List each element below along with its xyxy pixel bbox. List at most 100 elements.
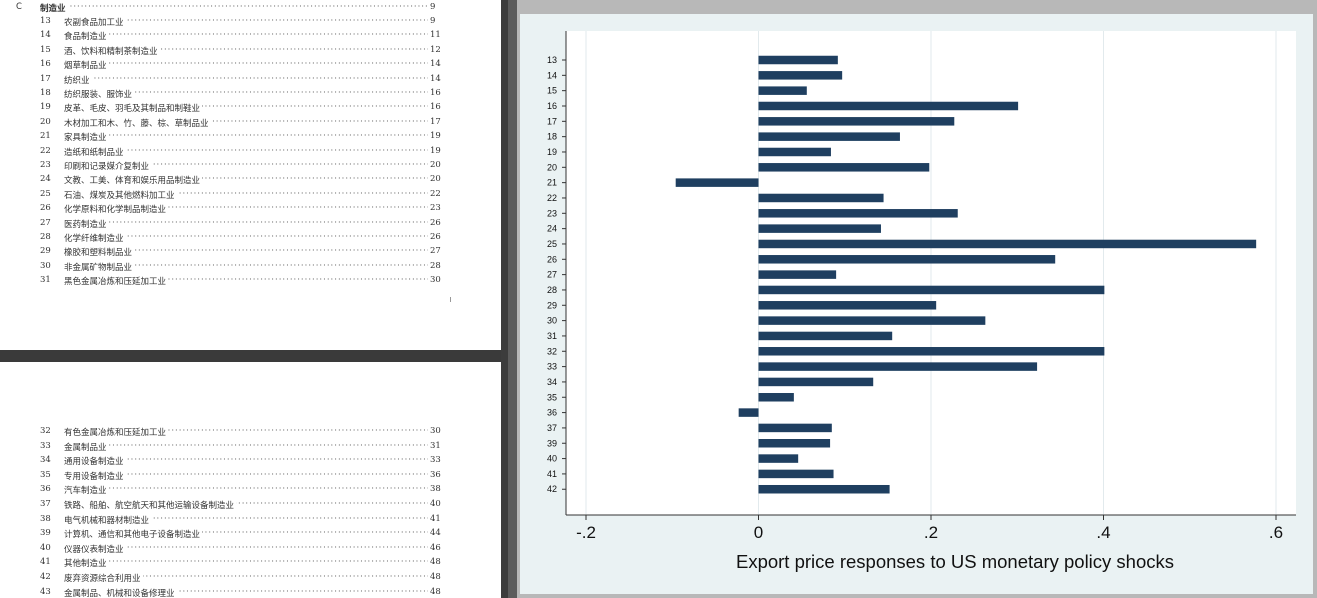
toc-row[interactable]: 33 ······································… (0, 440, 501, 455)
bar-30 (758, 316, 986, 325)
toc-row[interactable]: 39 ······································… (0, 528, 501, 542)
toc-code: 39 (40, 528, 51, 539)
bar-27 (758, 270, 837, 279)
toc-name: 化学原料和化学制品制造业 (64, 203, 169, 216)
toc-row[interactable]: 42 ······································… (0, 572, 501, 586)
toc-leader-dots: ········································… (40, 2, 435, 12)
toc-name: 非金属矿物制品业 (64, 260, 135, 273)
toc-page-number: 20 (428, 174, 441, 185)
bar-21 (675, 178, 759, 187)
toc-code: 34 (40, 455, 51, 466)
toc-name: 电气机械和器材制造业 (64, 513, 152, 526)
toc-leader-dots: ········································… (64, 217, 435, 228)
toc-row[interactable]: 23 ······································… (0, 160, 501, 174)
toc-page-number: 14 (428, 73, 441, 84)
toc-row[interactable]: 13 ······································… (0, 16, 501, 30)
bar-22 (758, 193, 884, 203)
toc-name: 黑色金属冶炼和压延加工业 (64, 275, 169, 288)
toc-leader-dots: ········································… (64, 426, 435, 436)
toc-page-number: 40 (428, 499, 441, 509)
toc-code: 35 (40, 469, 51, 480)
toc-row[interactable]: 17 ······································… (0, 73, 501, 88)
bar-19 (758, 147, 831, 157)
toc-row[interactable]: 14 ······································… (0, 30, 501, 44)
toc-name: 酒、饮料和精制茶制造业 (64, 44, 160, 57)
toc-code: 14 (40, 30, 51, 41)
toc-name: 金属制品、机械和设备修理业 (64, 586, 177, 598)
toc-row[interactable]: 16 ······································… (0, 59, 501, 73)
bar-34 (758, 377, 874, 387)
toc-row[interactable]: 22 ······································… (0, 145, 501, 160)
toc-row[interactable]: 38 ······································… (0, 513, 501, 528)
toc-leader-dots: ········································… (64, 542, 435, 553)
toc-page-number: 17 (428, 116, 441, 127)
toc-page-number: 16 (428, 88, 441, 98)
y-tick-label: 33 (547, 362, 557, 372)
toc-row[interactable]: 19 ······································… (0, 102, 501, 116)
bar-37 (758, 423, 832, 433)
toc-name: 食品制造业 (64, 30, 109, 43)
toc-row[interactable]: 36 ······································… (0, 484, 501, 498)
toc-code: 17 (40, 73, 51, 84)
toc-code: 41 (40, 557, 51, 568)
y-tick-label: 16 (547, 101, 557, 111)
toc-page-number: 41 (428, 513, 441, 524)
toc-code: 42 (40, 572, 51, 582)
toc-leader-dots: ········································… (64, 246, 435, 257)
y-tick-label: 29 (547, 300, 557, 310)
toc-page-number: 9 (428, 16, 436, 26)
toc-code: 29 (40, 246, 51, 257)
toc-page-number: 20 (428, 160, 441, 170)
toc-code: 30 (40, 260, 51, 271)
y-tick-label: 21 (547, 178, 557, 188)
y-tick-label: 28 (547, 285, 557, 295)
y-tick-label: 37 (547, 423, 557, 433)
toc-row[interactable]: 24 ······································… (0, 174, 501, 188)
toc-row[interactable]: 30 ······································… (0, 260, 501, 275)
toc-row[interactable]: 15 ······································… (0, 44, 501, 59)
toc-row[interactable]: 34 ······································… (0, 455, 501, 469)
toc-row[interactable]: 20 ······································… (0, 116, 501, 131)
toc-row[interactable]: 28 ······································… (0, 232, 501, 246)
toc-leader-dots: ········································… (64, 44, 435, 55)
toc-page-number: 28 (428, 260, 441, 271)
toc-name: 医药制造业 (64, 217, 109, 230)
toc-row[interactable]: 37 ······································… (0, 499, 501, 513)
toc-row[interactable]: 31 ······································… (0, 275, 501, 289)
toc-row[interactable]: 21 ······································… (0, 131, 501, 145)
y-tick-label: 27 (547, 270, 557, 280)
toc-section-name: 制造业 (40, 2, 68, 14)
toc-row[interactable]: 40 ······································… (0, 542, 501, 557)
toc-row[interactable]: 29 ······································… (0, 246, 501, 260)
toc-row[interactable]: 26 ······································… (0, 203, 501, 217)
toc-name: 铁路、船舶、航空航天和其他运输设备制造业 (64, 499, 237, 511)
toc-page-number: 38 (428, 484, 441, 495)
bar-13 (758, 55, 838, 65)
toc-leader-dots: ········································… (64, 275, 435, 286)
toc-row[interactable]: 32 ······································… (0, 426, 501, 440)
document-page-bottom: 32 ······································… (0, 362, 501, 598)
toc-row[interactable]: 41 ······································… (0, 557, 501, 571)
pane-divider[interactable] (501, 0, 508, 598)
toc-code: 37 (40, 499, 51, 509)
toc-leader-dots: ········································… (64, 188, 435, 199)
toc-row[interactable]: 25 ······································… (0, 188, 501, 203)
toc-row[interactable]: 43 ······································… (0, 586, 501, 598)
toc-code: 20 (40, 116, 51, 127)
toc-row[interactable]: 27 ······································… (0, 217, 501, 232)
toc-name: 烟草制品业 (64, 59, 109, 72)
toc-section-letter: C (16, 2, 22, 12)
y-tick-label: 41 (547, 469, 557, 479)
x-tick-label: .4 (1096, 523, 1110, 542)
toc-page-number: 12 (428, 44, 441, 55)
toc-name: 家具制造业 (64, 131, 109, 144)
toc-code: 19 (40, 102, 51, 113)
toc-section-row[interactable]: C ·······································… (0, 2, 501, 16)
toc-row[interactable]: 18 ······································… (0, 88, 501, 102)
toc-row[interactable]: 35 ······································… (0, 469, 501, 484)
toc-code: 31 (40, 275, 51, 286)
bar-29 (758, 301, 937, 310)
toc-name: 木材加工和木、竹、藤、棕、草制品业 (64, 116, 211, 129)
toc-code: 24 (40, 174, 51, 185)
y-tick-label: 39 (547, 438, 557, 448)
